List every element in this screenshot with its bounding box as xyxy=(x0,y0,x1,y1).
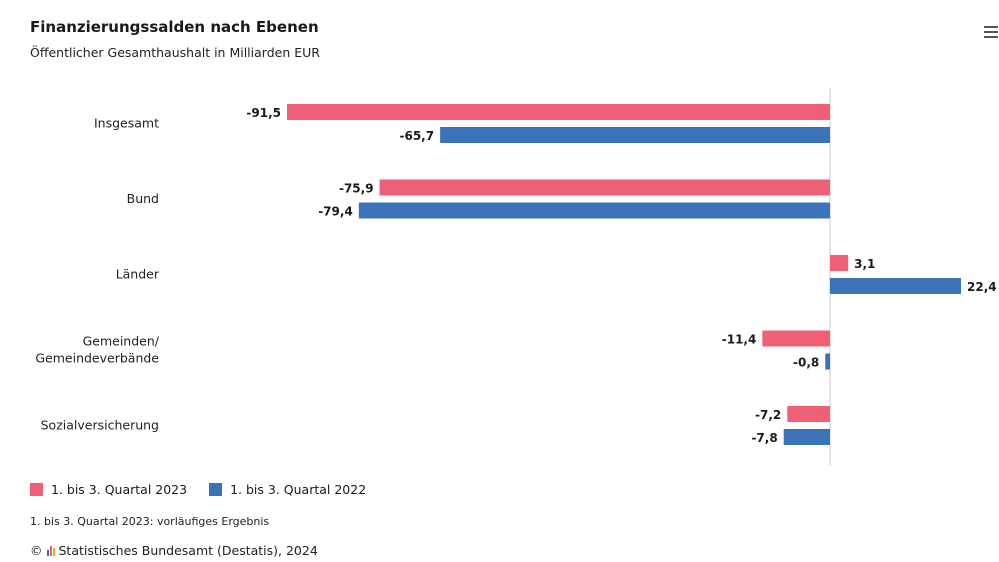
data-label: -7,2 xyxy=(755,408,781,422)
legend-item-2022[interactable]: 1. bis 3. Quartal 2022 xyxy=(209,482,366,497)
chart-title: Finanzierungssalden nach Ebenen xyxy=(30,18,319,36)
category-label: Insgesamt xyxy=(94,116,159,131)
bar-2023[interactable] xyxy=(379,179,830,196)
bar-2022[interactable] xyxy=(783,429,830,445)
hamburger-menu-icon[interactable] xyxy=(984,26,998,38)
legend-swatch-2023 xyxy=(30,483,43,496)
category-label: Gemeinden/ xyxy=(83,334,160,349)
bar-2023[interactable] xyxy=(787,406,830,422)
bar-2022[interactable] xyxy=(830,278,961,294)
category-label: Länder xyxy=(116,267,160,282)
bar-2022[interactable] xyxy=(825,353,830,370)
data-label: 22,4 xyxy=(967,280,997,294)
bar-2023[interactable] xyxy=(830,255,849,271)
bar-2023[interactable] xyxy=(287,104,830,120)
data-label: -75,9 xyxy=(339,182,374,196)
data-label: -0,8 xyxy=(793,356,819,370)
source-text: Statistisches Bundesamt (Destatis), 2024 xyxy=(58,543,318,558)
data-label: 3,1 xyxy=(854,257,875,271)
legend-label-2023: 1. bis 3. Quartal 2023 xyxy=(51,482,188,497)
category-label: Sozialversicherung xyxy=(41,418,159,433)
bar-2022[interactable] xyxy=(440,127,830,143)
data-label: -91,5 xyxy=(246,106,281,120)
data-label: -79,4 xyxy=(318,205,353,219)
legend-label-2022: 1. bis 3. Quartal 2022 xyxy=(230,482,367,497)
bar-2022[interactable] xyxy=(358,202,830,219)
copyright-symbol: © xyxy=(30,543,43,558)
chart-subtitle: Öffentlicher Gesamthaushalt in Milliarde… xyxy=(30,45,320,60)
category-label: Gemeindeverbände xyxy=(35,351,159,366)
data-label: -11,4 xyxy=(722,333,757,347)
data-label: -65,7 xyxy=(400,129,435,143)
destatis-logo-icon xyxy=(46,545,55,556)
legend-item-2023[interactable]: 1. bis 3. Quartal 2023 xyxy=(30,482,187,497)
category-label: Bund xyxy=(127,191,159,206)
data-label: -7,8 xyxy=(751,431,777,445)
legend-swatch-2022 xyxy=(209,483,223,496)
footnote: 1. bis 3. Quartal 2023: vorläufiges Erge… xyxy=(30,515,270,528)
source-credit: © Statistisches Bundesamt (Destatis), 20… xyxy=(30,543,318,558)
bar-2023[interactable] xyxy=(762,330,830,347)
legend: 1. bis 3. Quartal 2023 1. bis 3. Quartal… xyxy=(30,482,366,497)
bar-chart: Insgesamt -91,5 -65,7 Bund -75,9 -79,4 Länder 3… xyxy=(35,88,997,465)
